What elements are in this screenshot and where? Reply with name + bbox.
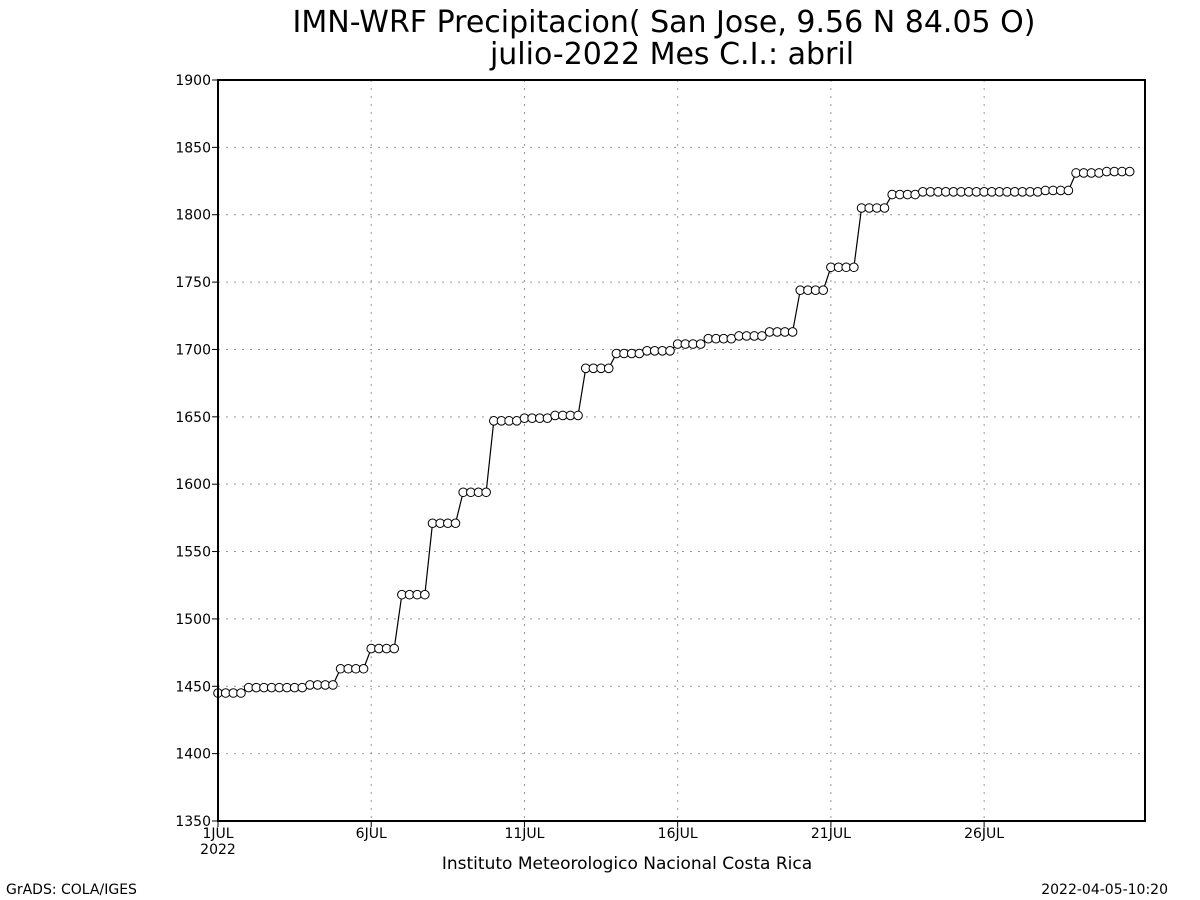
y-tick-label: 1550 <box>175 545 211 561</box>
x-tick-sublabel: 2022 <box>200 842 236 858</box>
y-tick-label: 1750 <box>175 275 211 291</box>
data-point <box>787 327 798 337</box>
footer-right: 2022-04-05-10:20 <box>1041 882 1168 898</box>
data-point <box>573 410 583 421</box>
data-point <box>757 331 767 341</box>
x-axis-label: Instituto Meteorologico Nacional Costa R… <box>442 854 812 874</box>
footer-left: GrADS: COLA/IGES <box>6 882 137 898</box>
x-tick-label: 21JUL <box>811 826 851 842</box>
data-point <box>1094 168 1104 178</box>
x-tick-label: 16JUL <box>658 826 698 842</box>
x-tick-label: 11JUL <box>504 826 544 842</box>
y-tick-label: 1800 <box>175 208 211 224</box>
data-point <box>481 487 491 498</box>
plot-frame <box>217 79 1146 822</box>
data-point <box>665 346 675 356</box>
data-point <box>450 518 461 529</box>
y-tick-label: 1500 <box>175 612 211 628</box>
data-point <box>420 589 430 600</box>
grid-lines <box>218 80 1145 821</box>
data-point <box>328 680 338 690</box>
y-tick-label: 1400 <box>175 747 211 763</box>
data-point <box>849 262 859 273</box>
x-tick-label: 26JUL <box>964 826 1004 842</box>
x-tick-label: 6JUL <box>356 826 387 842</box>
data-point <box>818 285 829 295</box>
data-point <box>879 203 890 213</box>
y-tick-label: 1650 <box>175 410 211 426</box>
y-tick-label: 1700 <box>175 342 211 358</box>
y-axis: 1350 1400 1450 1500 1550 1600 1650 1700 1750 1800… <box>175 73 218 830</box>
y-tick-label: 1900 <box>175 73 211 89</box>
data-point <box>603 363 614 374</box>
series-line <box>218 171 1130 694</box>
data-point <box>358 663 369 674</box>
y-tick-label: 1450 <box>175 679 211 695</box>
x-tick-label: 1JUL <box>202 826 233 842</box>
data-point <box>389 643 400 654</box>
data-point <box>236 688 246 698</box>
series-precipitation <box>213 166 1135 698</box>
data-point <box>1063 185 1074 196</box>
y-tick-label: 1850 <box>175 140 211 156</box>
chart-subtitle: julio-2022 Mes C.I.: abril <box>489 37 854 72</box>
y-tick-label: 1600 <box>175 477 211 493</box>
data-point <box>1032 187 1043 197</box>
chart-title: IMN-WRF Precipitacion( San Jose, 9.56 N … <box>293 5 1036 40</box>
data-point <box>695 339 706 349</box>
data-point <box>1124 166 1135 177</box>
y-tick-label: 1350 <box>175 814 211 830</box>
